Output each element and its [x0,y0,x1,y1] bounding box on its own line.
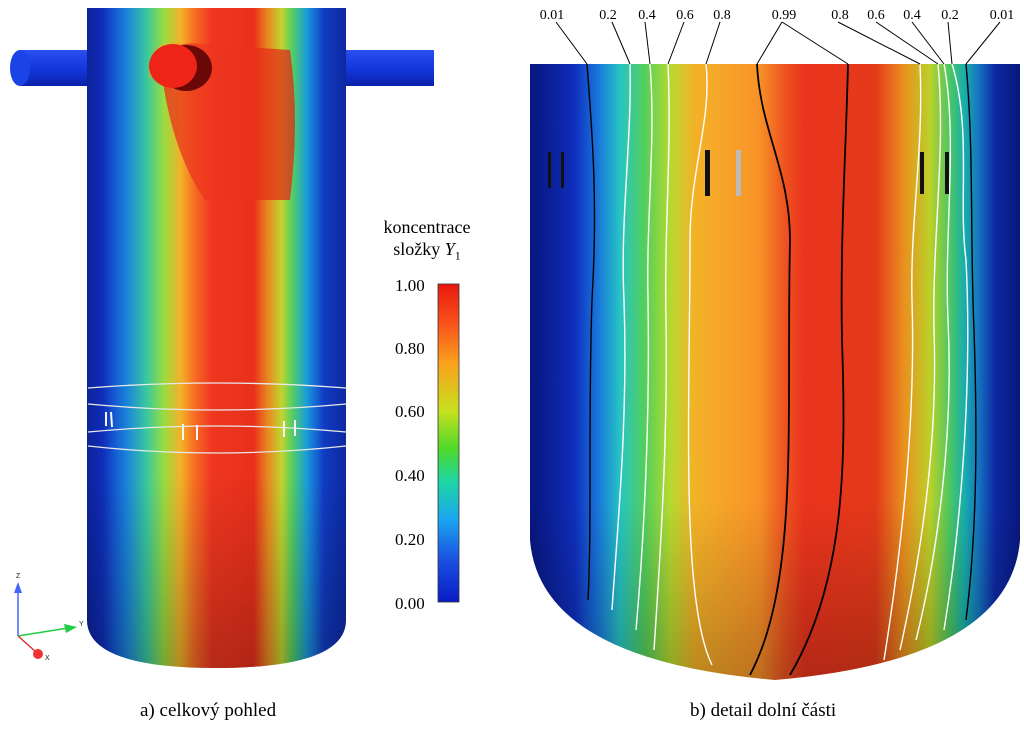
legend-title-text: složky [393,239,445,259]
legend-tick: 1.00 [395,276,425,295]
ring-line-middle [87,403,347,411]
legend-tick: 0.40 [395,466,425,485]
contour-label: 0.8 [831,8,849,23]
ring-line-lower-top [87,425,347,433]
contour-099-right [789,63,849,676]
ring-line-lower [87,445,347,454]
legend-title: koncentrace složky Y1 [372,216,482,267]
ring-line-upper [87,382,347,389]
axis-label-z: Z [16,573,21,580]
contour-06-right [899,63,942,651]
left-pipe-end [10,50,30,86]
legend-tick: 0.80 [395,339,425,358]
axis-label-x: X [45,655,50,662]
contour-08-right [883,63,922,661]
y-axis-arrow-icon [64,624,77,633]
legend-colorbar [437,283,460,603]
contour-leader-lines [555,21,1001,65]
contour-label: 0.4 [638,8,656,23]
axis-label-y: Y [79,621,84,628]
legend-tick: 0.20 [395,530,425,549]
probe-marks-b [548,150,949,196]
contour-labels: 0.01 0.2 0.4 0.6 0.8 0.99 0.8 0.6 0.4 0.… [540,8,1015,23]
contour-label: 0.2 [599,8,617,23]
contour-001-right [965,63,977,621]
contour-label: 0.01 [990,8,1015,23]
probe-marks-a [105,411,296,440]
vessel-detail-view [530,63,1020,680]
caption-detail-view: b) detail dolní části [690,700,837,721]
contour-04-left [635,63,653,631]
legend-tick: 0.60 [395,402,425,421]
left-inlet-pipe [20,50,100,86]
contour-lines [586,63,977,676]
contour-label: 0.01 [540,8,565,23]
contour-02-left [611,63,631,611]
contour-label: 0.8 [713,8,731,23]
legend-title-line1: koncentrace [383,217,471,237]
x-axis-arrow-icon [33,649,43,659]
right-outlet-pipe [340,50,434,86]
legend-title-symbol: Y [444,239,455,259]
contour-label: 0.99 [772,8,797,23]
vessel-overall-view [10,8,434,668]
contour-08-left [687,63,713,666]
contour-02-right [943,63,969,631]
legend-title-line2: složky Y1 [372,238,482,267]
caption-overall-view: a) celkový pohled [140,700,277,721]
legend-title-subscript: 1 [454,248,461,263]
legend-tick: 0.00 [395,594,425,613]
contour-label: 0.6 [676,8,694,23]
inlet-nozzle [149,44,197,88]
contour-label: 0.2 [941,8,959,23]
z-axis-arrow-icon [14,582,22,593]
axes-triad: Z Y X [14,573,84,662]
contour-001-left [586,63,596,601]
contour-label: 0.4 [903,8,921,23]
contour-label: 0.6 [867,8,885,23]
contour-099-left [749,63,791,676]
contour-06-left [653,63,670,651]
contour-04-right [915,63,952,641]
